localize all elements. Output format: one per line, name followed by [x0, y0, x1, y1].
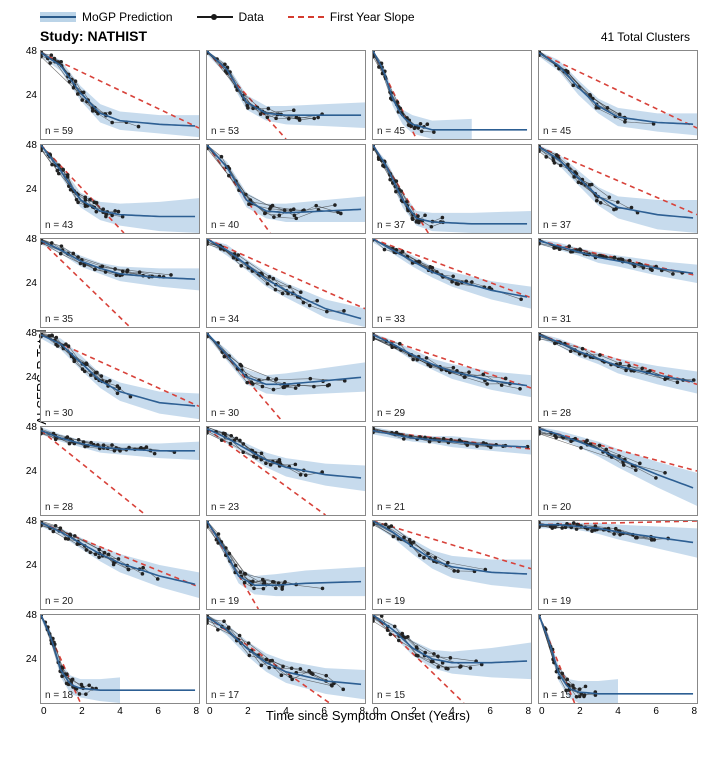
- y-ticks: 4824: [19, 615, 37, 703]
- panel: n = 31: [538, 238, 698, 328]
- x-ticks: 02468: [207, 706, 365, 717]
- legend-slope: First Year Slope: [288, 10, 415, 24]
- panel: n = 34: [206, 238, 366, 328]
- panel: n = 33: [372, 238, 532, 328]
- panel: n = 354824: [40, 238, 200, 328]
- legend-data-label: Data: [239, 10, 264, 24]
- panel: n = 19: [538, 520, 698, 610]
- panel: n = 45: [372, 50, 532, 140]
- panel-grid: n = 594824n = 53n = 45n = 45n = 434824n …: [40, 50, 696, 704]
- panel: n = 19: [372, 520, 532, 610]
- panel: n = 18482402468: [40, 614, 200, 704]
- panel: n = 594824: [40, 50, 200, 140]
- panel: n = 1502468: [538, 614, 698, 704]
- panel: n = 37: [372, 144, 532, 234]
- data-swatch: [197, 16, 233, 18]
- grid-wrap: ALSFRS-R Total n = 594824n = 53n = 45n =…: [10, 50, 696, 704]
- legend: MoGP Prediction Data First Year Slope: [40, 10, 696, 24]
- panel: n = 1502468: [372, 614, 532, 704]
- panel: n = 40: [206, 144, 366, 234]
- mogp-swatch: [40, 12, 76, 22]
- panel: n = 204824: [40, 520, 200, 610]
- y-ticks: 4824: [19, 333, 37, 421]
- slope-swatch: [288, 16, 324, 18]
- x-ticks: 02468: [373, 706, 531, 717]
- y-ticks: 4824: [19, 239, 37, 327]
- legend-slope-label: First Year Slope: [330, 10, 415, 24]
- panel: n = 20: [538, 426, 698, 516]
- panel: n = 53: [206, 50, 366, 140]
- study-title: Study: NATHIST: [40, 28, 147, 44]
- y-ticks: 4824: [19, 145, 37, 233]
- cluster-count: 41 Total Clusters: [601, 30, 690, 44]
- x-ticks: 02468: [41, 706, 199, 717]
- panel: n = 37: [538, 144, 698, 234]
- header-row: Study: NATHIST 41 Total Clusters: [40, 28, 690, 44]
- panel: n = 434824: [40, 144, 200, 234]
- panel: n = 304824: [40, 332, 200, 422]
- panel: n = 30: [206, 332, 366, 422]
- panel: n = 284824: [40, 426, 200, 516]
- panel: n = 21: [372, 426, 532, 516]
- panel: n = 19: [206, 520, 366, 610]
- y-ticks: 4824: [19, 427, 37, 515]
- y-ticks: 4824: [19, 521, 37, 609]
- legend-data: Data: [197, 10, 264, 24]
- panel: n = 29: [372, 332, 532, 422]
- panel: n = 28: [538, 332, 698, 422]
- legend-mogp: MoGP Prediction: [40, 10, 173, 24]
- panel: n = 45: [538, 50, 698, 140]
- y-ticks: 4824: [19, 51, 37, 139]
- panel: n = 1702468: [206, 614, 366, 704]
- x-ticks: 02468: [539, 706, 697, 717]
- panel: n = 23: [206, 426, 366, 516]
- legend-mogp-label: MoGP Prediction: [82, 10, 173, 24]
